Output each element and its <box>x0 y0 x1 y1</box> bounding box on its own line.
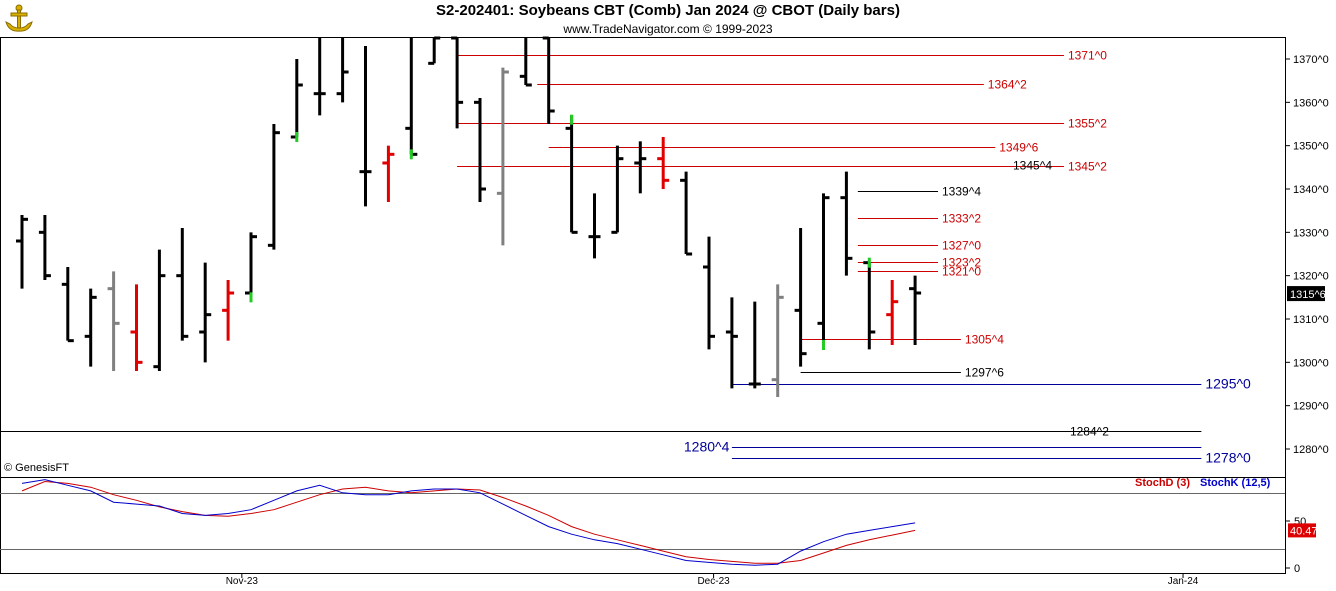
stoch-value-box <box>1288 523 1316 538</box>
level-label: 1295^0 <box>1205 376 1251 392</box>
stoch-line <box>21 479 916 566</box>
legend-stochk: StochK (12,5) <box>1200 477 1271 489</box>
price-tick-label: 1320^0 <box>1293 271 1329 283</box>
stoch-tick-label: 0 <box>1294 563 1300 575</box>
last-price-box <box>1287 286 1325 302</box>
time-tick-label: Dec-23 <box>697 576 730 587</box>
level-label: 1278^0 <box>1205 450 1251 466</box>
chart-subtitle: www.TradeNavigator.com © 1999-2023 <box>563 22 773 36</box>
price-tick-label: 1310^0 <box>1293 314 1329 326</box>
level-label: 1327^0 <box>942 239 981 253</box>
level-label: 1323^2 <box>942 256 981 270</box>
level-label: 1371^0 <box>1068 49 1107 63</box>
stoch-panel-frame <box>0 477 1286 574</box>
level-label: 1364^2 <box>988 78 1027 92</box>
level-label: 1333^2 <box>942 212 981 226</box>
price-tick-label: 1370^0 <box>1293 54 1329 66</box>
level-extra-label: 1345^4 <box>1013 159 1052 173</box>
level-label: 1305^4 <box>965 333 1004 347</box>
price-tick-label: 1330^0 <box>1293 227 1329 239</box>
time-tick-label: Nov-23 <box>226 576 259 587</box>
level-label: 1355^2 <box>1068 117 1107 131</box>
price-bars <box>16 36 922 397</box>
price-tick-label: 1340^0 <box>1293 184 1329 196</box>
anchor-logo-icon <box>5 4 33 32</box>
price-tick-label: 1360^0 <box>1293 97 1329 109</box>
last-price-label: 1315^6 <box>1290 289 1326 301</box>
level-label: 1345^2 <box>1068 160 1107 174</box>
time-tick-label: Jan-24 <box>1168 576 1199 587</box>
level-label: 1280^4 <box>684 439 730 455</box>
price-tick-label: 1300^0 <box>1293 357 1329 369</box>
level-lines: 1371^0 1364^2 1355^2 1349^6 1345^2 1339^4 1333… <box>0 49 1251 466</box>
time-axis: Nov-23 Dec-23 Jan-24 <box>226 574 1199 587</box>
level-label: 1284^2 <box>1070 425 1109 439</box>
level-label: 1349^6 <box>999 141 1038 155</box>
copyright-label: © GenesisFT <box>4 462 69 474</box>
price-axis: 1370^0 1360^0 1350^0 1340^0 1330^0 1320^0 1310… <box>1285 54 1329 456</box>
level-label: 1321^0 <box>942 265 981 279</box>
chart-title: S2-202401: Soybeans CBT (Comb) Jan 2024 … <box>436 2 900 19</box>
price-tick-label: 1280^0 <box>1293 444 1329 456</box>
level-label: 1297^6 <box>965 366 1004 380</box>
price-panel-frame <box>0 37 1286 478</box>
price-tick-label: 1290^0 <box>1293 401 1329 413</box>
level-label: 1339^4 <box>942 185 981 199</box>
price-tick-label: 1350^0 <box>1293 141 1329 153</box>
legend-stochd: StochD (3) <box>1135 477 1190 489</box>
stoch-value-label: 40.47 <box>1290 525 1318 537</box>
